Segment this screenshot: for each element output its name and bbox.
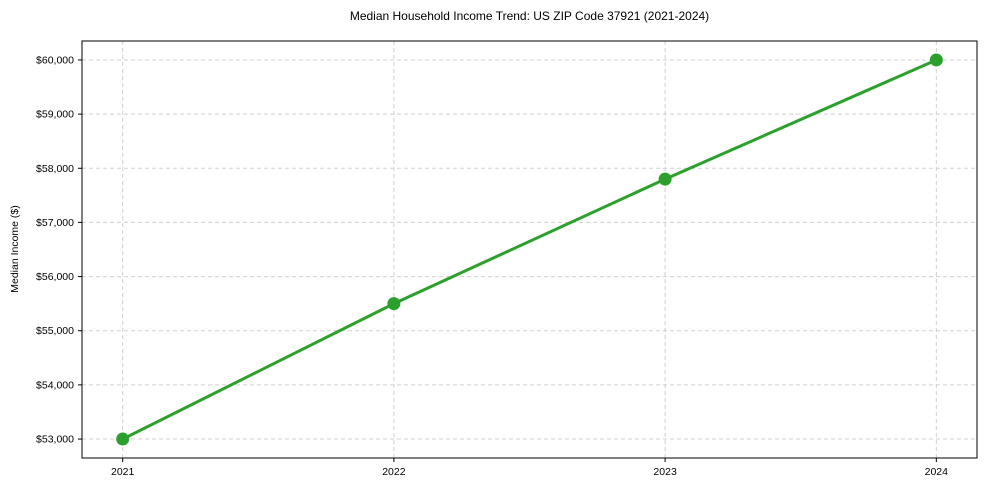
y-tick-label: $54,000: [36, 379, 74, 391]
y-tick-label: $56,000: [36, 271, 74, 283]
x-tick-label: 2024: [925, 466, 949, 478]
y-tick-label: $53,000: [36, 434, 74, 446]
x-tick-label: 2022: [382, 466, 406, 478]
y-tick-label: $60,000: [36, 54, 74, 66]
y-tick-label: $55,000: [36, 325, 74, 337]
y-tick-label: $58,000: [36, 163, 74, 175]
plot-border: [81, 40, 978, 459]
data-point-marker: [929, 53, 943, 67]
data-point-marker: [658, 172, 672, 186]
data-point-marker: [387, 297, 401, 311]
data-point-marker: [116, 432, 130, 446]
chart-title: Median Household Income Trend: US ZIP Co…: [349, 9, 710, 23]
y-tick-label: $59,000: [36, 109, 74, 121]
income-trend-line: [121, 58, 938, 441]
y-axis-label: Median Income ($): [9, 205, 21, 293]
x-tick-label: 2023: [653, 466, 677, 478]
y-tick-label: $57,000: [36, 217, 74, 229]
x-tick-label: 2021: [111, 466, 135, 478]
